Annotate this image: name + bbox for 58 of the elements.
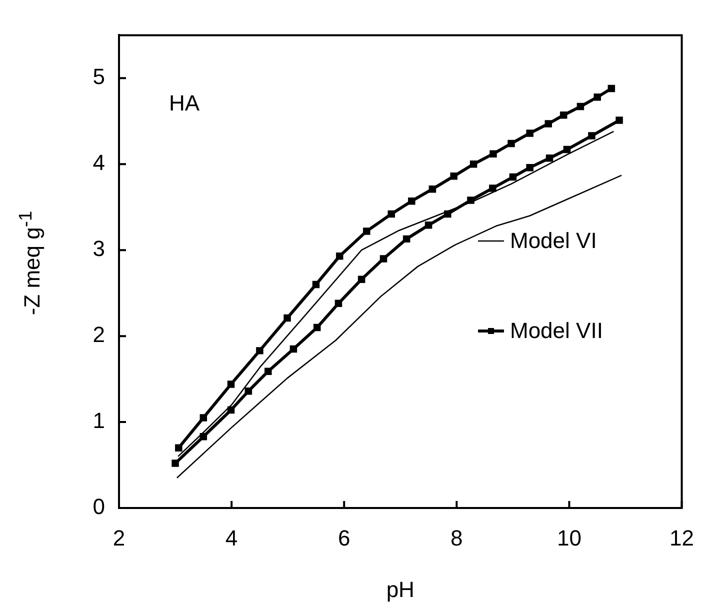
point xyxy=(284,314,291,322)
x-tick-label: 6 xyxy=(338,525,350,550)
point xyxy=(358,276,366,283)
point xyxy=(608,84,616,92)
x-tick-label: 8 xyxy=(450,525,463,550)
y-tick-label: 1 xyxy=(92,408,105,434)
point xyxy=(313,324,321,332)
x-tick-label: 12 xyxy=(670,525,694,550)
point xyxy=(408,197,416,205)
point xyxy=(290,345,298,353)
y-tick-label: 3 xyxy=(92,236,105,262)
point xyxy=(526,164,534,172)
point xyxy=(424,222,432,229)
point xyxy=(444,210,452,218)
y-tick-label: 5 xyxy=(92,64,105,90)
point xyxy=(200,433,208,440)
point xyxy=(380,255,388,262)
point xyxy=(489,184,496,192)
point xyxy=(402,235,410,243)
legend-label: Model VII xyxy=(510,318,603,344)
point xyxy=(172,460,179,467)
point xyxy=(526,130,534,137)
point xyxy=(244,387,252,395)
annotation: HA xyxy=(169,90,200,116)
point xyxy=(175,444,182,452)
x-tick-label: 2 xyxy=(112,525,126,550)
point xyxy=(467,196,474,204)
point xyxy=(227,406,235,414)
point xyxy=(560,112,568,119)
point xyxy=(200,414,208,422)
point xyxy=(334,300,342,308)
x-tick-label: 10 xyxy=(556,525,582,550)
x-axis-title: pH xyxy=(386,576,414,602)
point xyxy=(588,132,596,140)
point xyxy=(428,185,436,193)
point xyxy=(616,116,623,124)
point xyxy=(594,93,601,101)
point xyxy=(362,228,370,235)
y-tick-label: 4 xyxy=(92,150,105,176)
point xyxy=(470,160,478,168)
legend-label: Model VI xyxy=(510,228,597,254)
point xyxy=(576,102,584,110)
point xyxy=(227,380,235,388)
y-tick-label: 0 xyxy=(92,494,105,520)
point xyxy=(508,140,515,148)
point xyxy=(336,252,344,260)
point xyxy=(312,280,320,288)
point xyxy=(450,172,458,180)
point xyxy=(544,120,552,128)
point xyxy=(256,347,264,354)
point xyxy=(388,210,395,218)
point xyxy=(546,154,554,162)
point xyxy=(490,150,497,158)
y-tick-label: 2 xyxy=(92,322,105,348)
x-tick-label: 4 xyxy=(225,525,238,550)
point xyxy=(509,173,517,181)
point xyxy=(563,146,571,154)
point xyxy=(264,368,272,375)
